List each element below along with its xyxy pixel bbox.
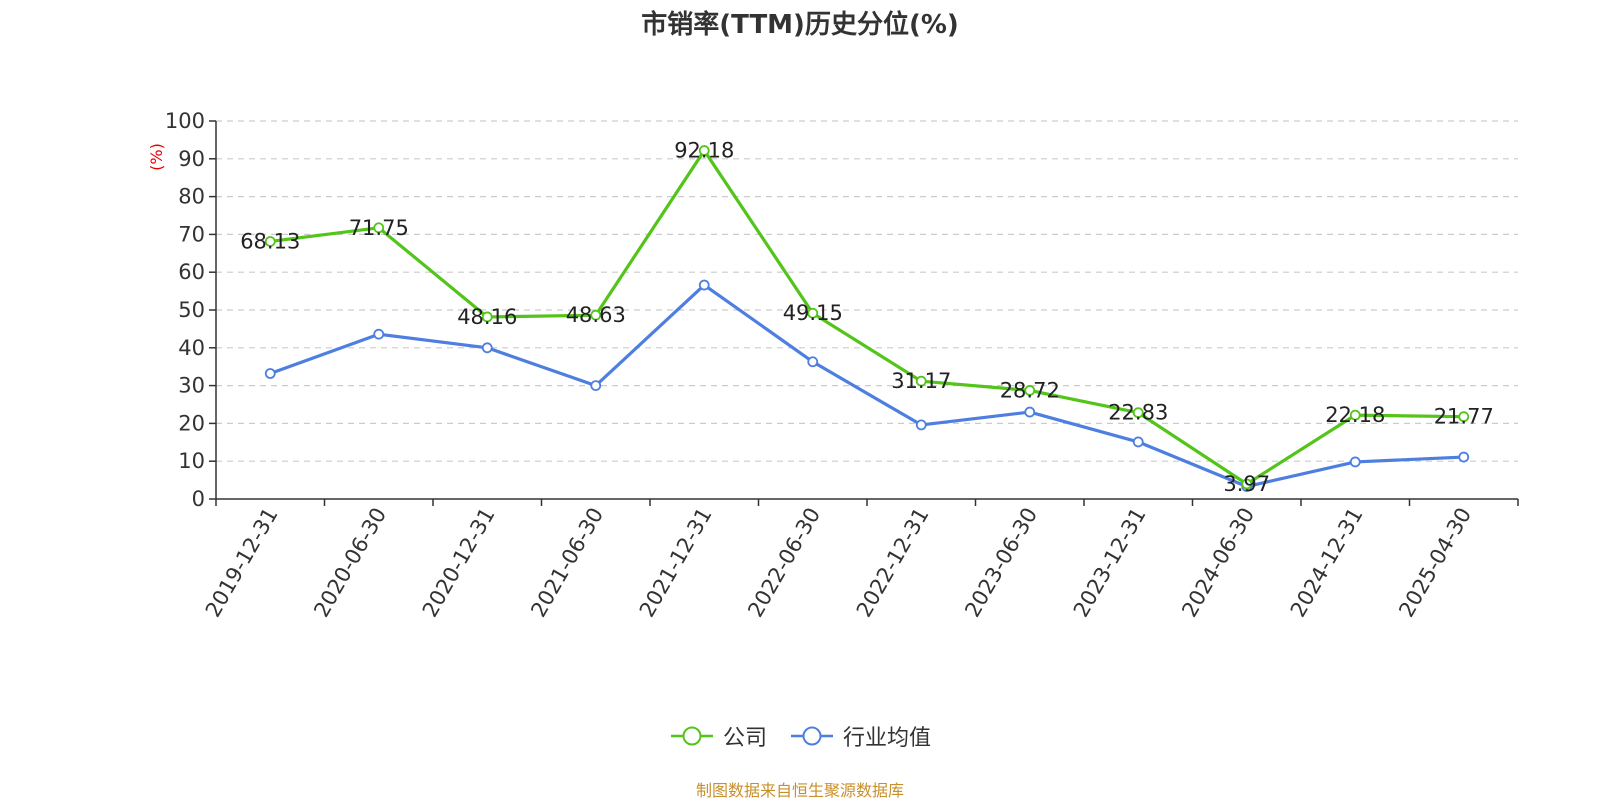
legend-marker-industry bbox=[791, 726, 833, 746]
data-point bbox=[1132, 436, 1144, 448]
data-point bbox=[1024, 406, 1036, 418]
data-labels: 68.13 71.75 48.16 48.63 92.18 49.15 31.17 28.72… bbox=[240, 139, 1494, 496]
data-point bbox=[264, 368, 276, 379]
x-tick-label: 2023-12-31 bbox=[1069, 504, 1151, 622]
data-label: 92.18 bbox=[674, 139, 734, 163]
legend: 公司 行业均值 bbox=[0, 720, 1600, 752]
data-label: 3.97 bbox=[1223, 472, 1270, 496]
y-tick-label: 100 bbox=[165, 109, 205, 133]
x-tick-label: 2022-06-30 bbox=[743, 504, 825, 622]
data-label: 22.83 bbox=[1108, 401, 1168, 425]
legend-label-industry: 行业均值 bbox=[843, 726, 932, 751]
data-point bbox=[698, 279, 710, 291]
x-tick-label: 2021-06-30 bbox=[526, 504, 608, 622]
series-lines bbox=[264, 145, 1470, 492]
axes: 0 10 20 30 40 50 60 70 80 90 100 (%) 2019-12-31 2020-… bbox=[147, 109, 1519, 622]
legend-label-company: 公司 bbox=[722, 726, 767, 751]
data-point bbox=[1349, 456, 1361, 468]
legend-item-industry[interactable]: 行业均值 bbox=[789, 720, 931, 752]
data-point bbox=[481, 342, 493, 354]
data-point bbox=[807, 356, 819, 368]
data-point bbox=[373, 328, 385, 340]
source-note: 制图数据来自恒生聚源数据库 bbox=[695, 781, 904, 800]
data-point bbox=[1241, 478, 1253, 490]
data-point bbox=[373, 222, 385, 234]
y-tick-label: 20 bbox=[178, 411, 205, 435]
data-point bbox=[590, 380, 602, 392]
data-label: 31.17 bbox=[891, 369, 951, 393]
data-point bbox=[915, 419, 927, 431]
data-point bbox=[1458, 411, 1470, 423]
data-point bbox=[698, 145, 710, 156]
y-axis-label: (%) bbox=[147, 143, 166, 171]
legend-marker-company bbox=[670, 726, 713, 746]
data-point bbox=[1132, 407, 1144, 419]
data-label: 21.77 bbox=[1434, 405, 1494, 429]
data-point bbox=[1024, 385, 1036, 396]
y-tick-label: 50 bbox=[178, 298, 205, 322]
x-tick-label: 2021-12-31 bbox=[635, 504, 717, 622]
data-label: 48.63 bbox=[566, 303, 626, 327]
y-tick-label: 0 bbox=[192, 487, 205, 511]
chart-title: 市销率(TTM)历史分位(%) bbox=[641, 10, 959, 40]
data-point bbox=[915, 375, 927, 387]
x-tick-label: 2024-06-30 bbox=[1177, 504, 1259, 622]
y-tick-label: 30 bbox=[178, 374, 205, 398]
data-label: 49.15 bbox=[783, 301, 843, 325]
data-label: 68.13 bbox=[240, 229, 300, 253]
data-point bbox=[1349, 409, 1361, 421]
data-label: 48.16 bbox=[457, 305, 517, 329]
x-tick-label: 2025-04-30 bbox=[1394, 504, 1476, 622]
data-label: 28.72 bbox=[1000, 378, 1060, 402]
y-tick-label: 90 bbox=[178, 147, 205, 171]
data-point bbox=[1458, 451, 1470, 463]
data-point bbox=[481, 311, 493, 323]
data-point bbox=[590, 309, 602, 321]
x-tick-label: 2019-12-31 bbox=[201, 504, 283, 622]
x-tick-label: 2020-12-31 bbox=[418, 504, 500, 622]
data-point bbox=[264, 236, 276, 247]
x-tick-label: 2022-12-31 bbox=[852, 504, 934, 622]
data-point bbox=[807, 307, 819, 319]
series-line-1 bbox=[269, 283, 1464, 489]
y-tick-label: 40 bbox=[178, 336, 205, 360]
x-tick-label: 2023-06-30 bbox=[960, 504, 1042, 622]
legend-item-company[interactable]: 公司 bbox=[669, 720, 767, 752]
data-label: 71.75 bbox=[349, 216, 409, 240]
y-tick-label: 70 bbox=[178, 222, 205, 246]
y-tick-label: 80 bbox=[178, 185, 205, 209]
x-tick-label: 2020-06-30 bbox=[309, 504, 391, 622]
y-tick-label: 10 bbox=[178, 449, 205, 473]
data-label: 22.18 bbox=[1325, 403, 1385, 427]
x-tick-label: 2024-12-31 bbox=[1286, 504, 1368, 622]
grid-lines bbox=[216, 120, 1518, 462]
y-tick-label: 60 bbox=[178, 260, 205, 284]
series-line-0 bbox=[270, 148, 1464, 486]
